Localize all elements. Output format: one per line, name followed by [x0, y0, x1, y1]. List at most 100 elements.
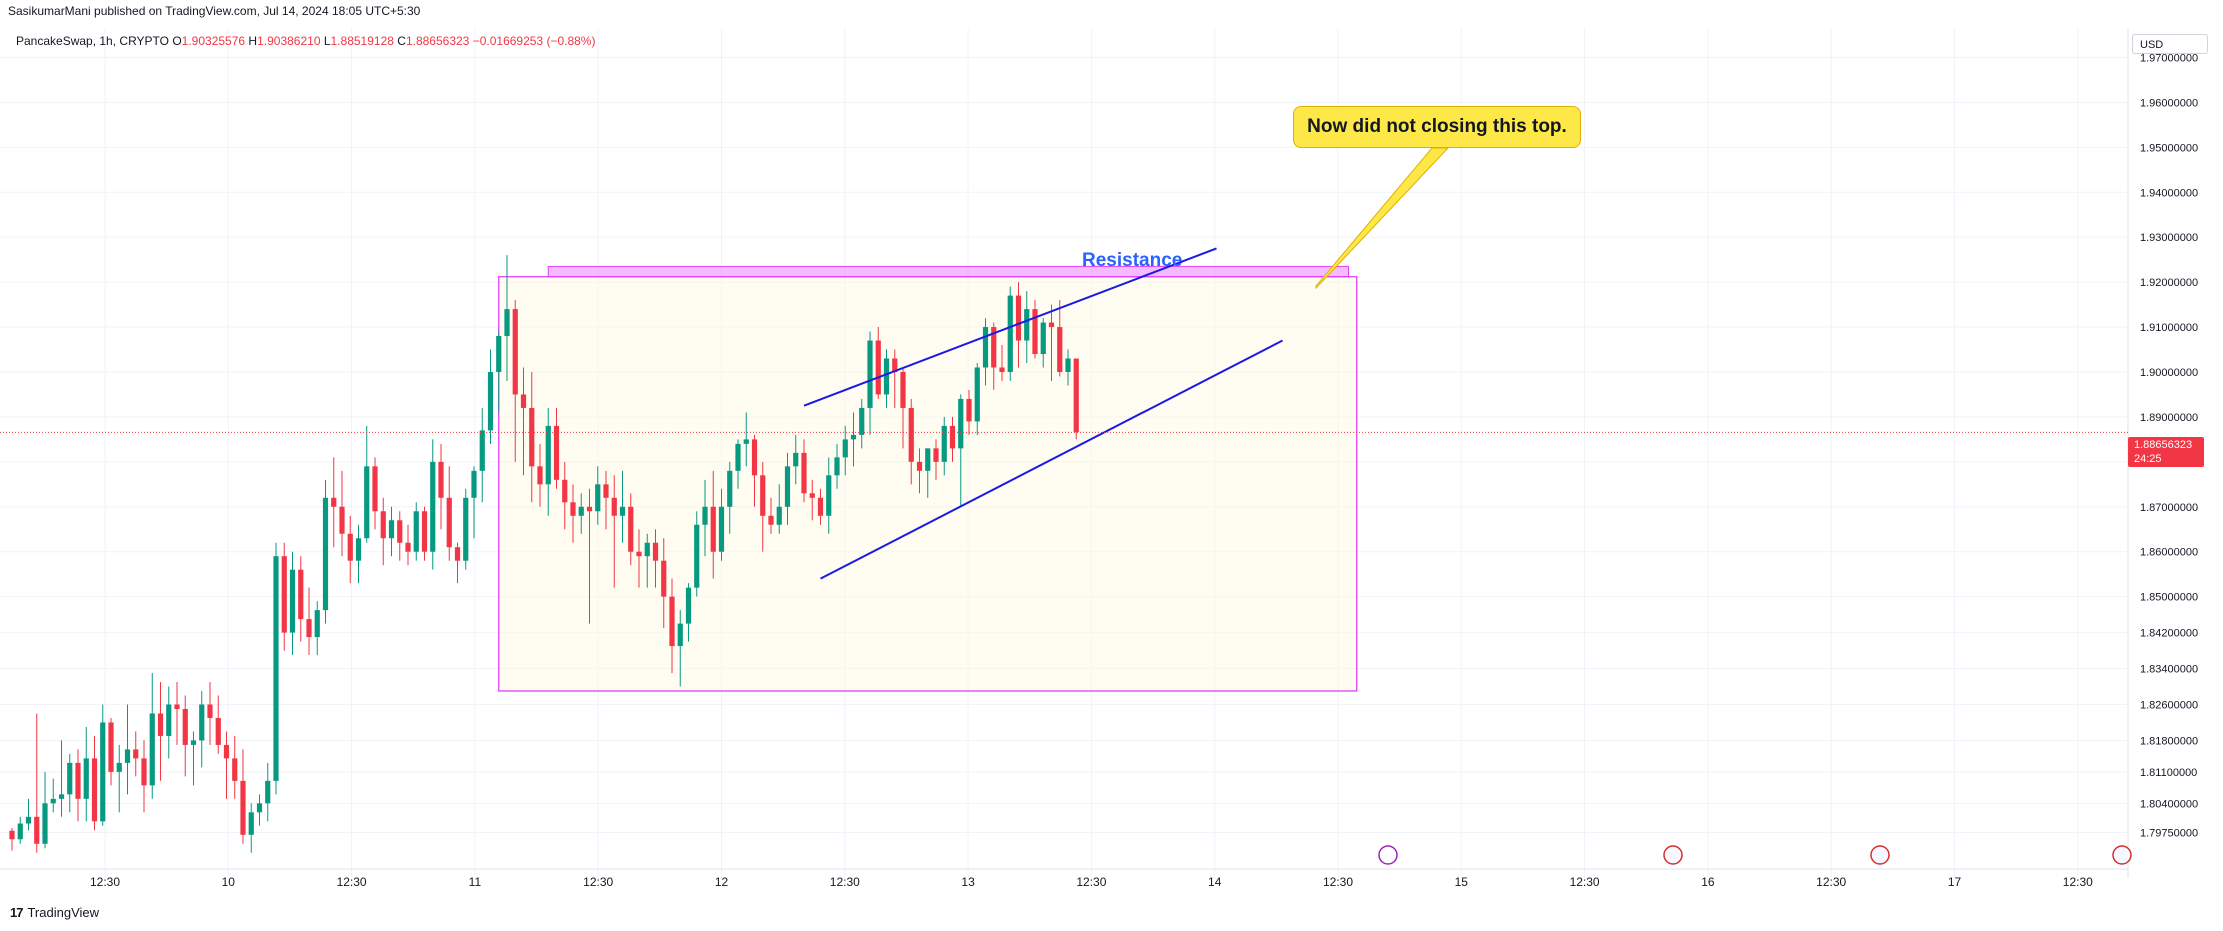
candle-body: [289, 569, 296, 633]
economic-event-icon[interactable]: [2112, 845, 2132, 865]
candle-body: [520, 394, 527, 408]
currency-selector[interactable]: USD: [2132, 34, 2208, 54]
y-tick-label: 1.86000000: [2140, 547, 2198, 559]
y-tick-label: 1.97000000: [2140, 52, 2198, 64]
candle-body: [999, 367, 1005, 372]
x-tick-label: 12:30: [337, 875, 367, 889]
candle-body: [892, 358, 898, 372]
candle-body: [58, 794, 65, 799]
candle-body: [916, 461, 923, 471]
x-tick-label: 13: [961, 875, 975, 889]
candle-body: [883, 358, 890, 395]
candle-body: [124, 749, 131, 763]
resistance-band[interactable]: [547, 265, 1349, 278]
tradingview-brand: TradingView: [27, 905, 100, 920]
ohlc-legend: PancakeSwap, 1h, CRYPTO O1.90325576 H1.9…: [16, 34, 595, 48]
callout-pointer: [1315, 147, 1450, 290]
candle-body: [867, 340, 873, 408]
x-tick-label: 12: [715, 875, 729, 889]
y-tick-label: 1.81100000: [2140, 767, 2197, 779]
candle-body: [694, 524, 700, 588]
candle-body: [397, 520, 403, 543]
bar-countdown: 24:25: [2134, 453, 2162, 465]
candle-body: [331, 497, 337, 507]
candle-body: [1073, 358, 1079, 433]
y-tick-label: 1.79750000: [2140, 828, 2198, 840]
close-label: C: [397, 34, 406, 48]
candle-body: [215, 717, 221, 745]
candle-body: [265, 780, 271, 804]
lower-trendline[interactable]: [820, 339, 1283, 580]
x-tick-label: 12:30: [1076, 875, 1106, 889]
candle-body: [677, 623, 683, 647]
candle-body: [553, 425, 560, 480]
y-tick-label: 1.82600000: [2140, 699, 2198, 711]
candle-body: [1024, 309, 1030, 341]
candle-body: [298, 569, 304, 620]
candle-body: [141, 758, 147, 786]
y-tick-label: 1.93000000: [2140, 232, 2198, 244]
y-tick-label: 1.92000000: [2140, 277, 2198, 289]
candle-body: [1048, 322, 1055, 328]
candle-body: [199, 704, 205, 741]
candle-body: [240, 780, 246, 835]
candle-body: [364, 466, 370, 539]
candle-body: [652, 542, 659, 561]
candle-body: [900, 371, 906, 408]
last-price-value: 1.88656323: [2134, 439, 2193, 451]
candle-body: [372, 466, 378, 512]
candle-body: [834, 457, 840, 476]
candle-body: [760, 475, 766, 516]
candle-body: [108, 722, 114, 772]
callout-annotation[interactable]: Now did not closing this top.: [1293, 106, 1581, 148]
x-tick-label: 11: [469, 875, 482, 889]
candle-body: [100, 722, 106, 822]
high-value: 1.90386210: [257, 34, 321, 48]
publisher-line: SasikumarMani published on TradingView.c…: [8, 4, 421, 18]
candle-body: [34, 816, 40, 844]
candle-body: [842, 439, 848, 458]
candle-body: [628, 506, 634, 552]
x-tick-label: 12:30: [90, 875, 120, 889]
candle-body: [578, 506, 584, 516]
candle-body: [958, 398, 964, 449]
upper-trendline[interactable]: [803, 247, 1217, 407]
y-tick-label: 1.87000000: [2140, 502, 2198, 514]
candle-body: [314, 610, 320, 638]
y-tick-label: 1.94000000: [2140, 187, 2198, 199]
x-tick-label: 12:30: [583, 875, 613, 889]
x-tick-label: 12:30: [1816, 875, 1846, 889]
candle-body: [50, 798, 56, 804]
symbol-label[interactable]: PancakeSwap, 1h, CRYPTO: [16, 34, 169, 48]
candle-body: [603, 484, 609, 498]
y-tick-label: 1.89000000: [2140, 412, 2198, 424]
economic-event-icon[interactable]: [1870, 845, 1890, 865]
x-tick-label: 12:30: [1570, 875, 1600, 889]
candle-body: [702, 506, 708, 525]
candle-body: [463, 497, 469, 561]
candle-body: [512, 309, 518, 395]
y-tick-label: 1.90000000: [2140, 367, 2198, 379]
candle-body: [355, 538, 362, 561]
candle-body: [925, 448, 931, 471]
economic-event-icon[interactable]: [1663, 845, 1683, 865]
candle-body: [1040, 322, 1046, 355]
candle-body: [710, 506, 716, 552]
candle-body: [636, 551, 642, 557]
candle-body: [17, 823, 23, 840]
candle-body: [9, 830, 15, 840]
close-value: 1.88656323: [405, 34, 470, 48]
candle-body: [223, 744, 230, 759]
candle-body: [67, 762, 73, 795]
candle-body: [496, 336, 502, 372]
resistance-label[interactable]: Resistance: [1082, 250, 1183, 271]
candle-body: [644, 542, 650, 557]
candle-body: [933, 448, 939, 462]
candle-body: [83, 758, 89, 799]
dividend-event-icon[interactable]: [1378, 845, 1398, 865]
candle-body: [768, 515, 774, 525]
candle-body: [25, 816, 32, 824]
candle-body: [718, 506, 725, 552]
candle-body: [157, 713, 164, 736]
